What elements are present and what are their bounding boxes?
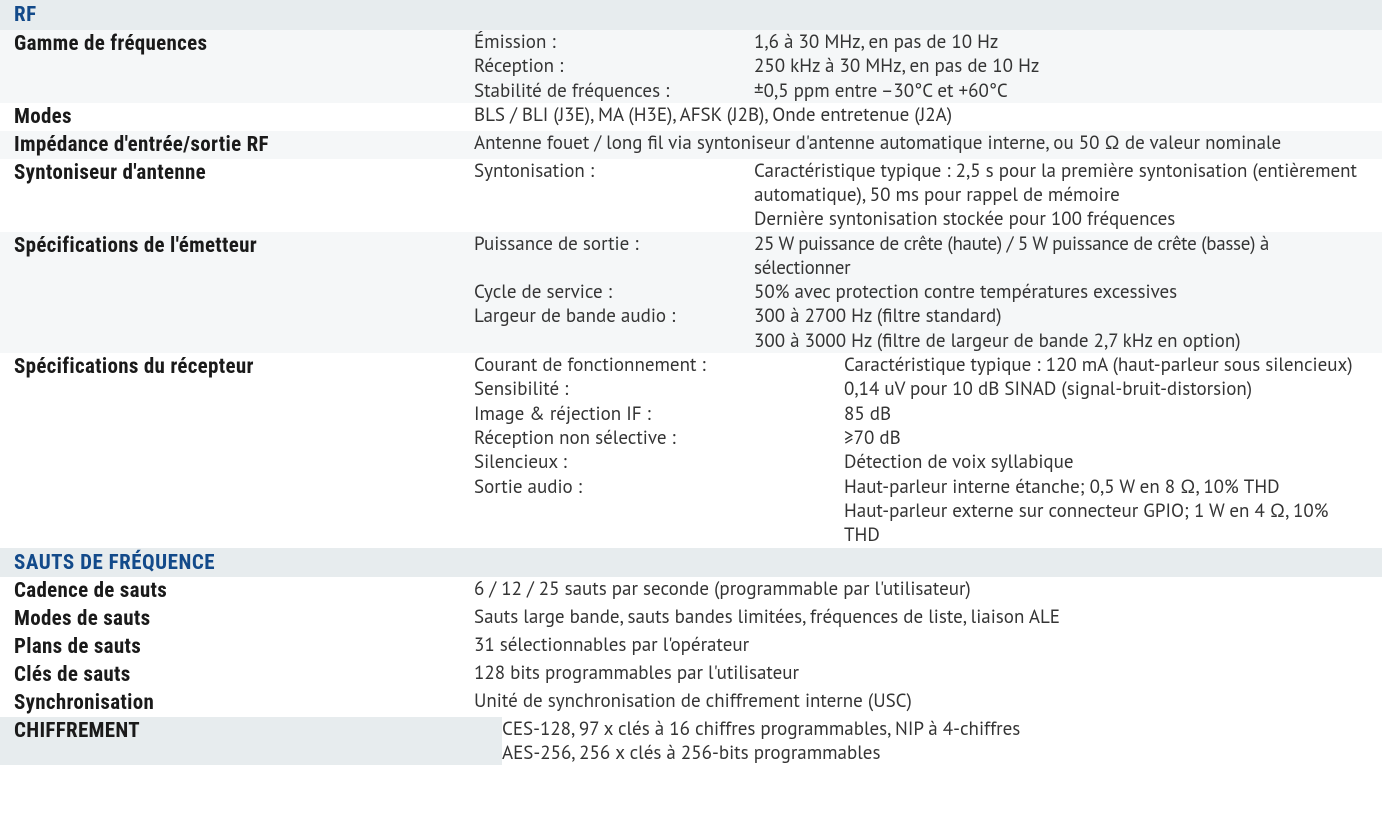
spec-label: Modes (14, 103, 474, 131)
spec-label: Modes de sauts (14, 605, 474, 633)
section-row-chiffrement: CHIFFREMENTCES-128, 97 x clés à 16 chiff… (0, 717, 1382, 766)
spec-value: Courant de fonctionnement :Caractéristiq… (474, 353, 1382, 548)
spec-label: Spécifications de l'émetteur (14, 232, 474, 354)
kv-pair: Sensibilité :0,14 uV pour 10 dB SINAD (s… (474, 377, 1368, 401)
spec-value: BLS / BLI (J3E), MA (H3E), AFSK (J2B), O… (474, 103, 1382, 131)
kv-pair: Courant de fonctionnement :Caractéristiq… (474, 353, 1368, 377)
spec-value: Syntonisation :Caractéristique typique :… (474, 159, 1382, 232)
spec-row: SynchronisationUnité de synchronisation … (0, 689, 1382, 717)
section-inline-value: CES-128, 97 x clés à 16 chiffres program… (502, 717, 1382, 766)
spec-row: Cadence de sauts6 / 12 / 25 sauts par se… (0, 577, 1382, 605)
kv-key: Silencieux : (474, 450, 844, 474)
section-header: CHIFFREMENT (0, 717, 502, 766)
spec-row: Syntoniseur d'antenneSyntonisation :Cara… (0, 159, 1382, 232)
kv-pair: Largeur de bande audio :300 à 2700 Hz (f… (474, 304, 1368, 328)
kv-key: Cycle de service : (474, 280, 754, 304)
kv-key (474, 329, 754, 353)
spec-row: Gamme de fréquencesÉmission :1,6 à 30 MH… (0, 30, 1382, 103)
spec-row: Clés de sauts128 bits programmables par … (0, 661, 1382, 689)
spec-label: Synchronisation (14, 689, 474, 717)
kv-value: Caractéristique typique : 2,5 s pour la … (754, 159, 1368, 208)
spec-value: 31 sélectionnables par l'opérateur (474, 633, 1382, 661)
kv-key: Réception : (474, 54, 754, 78)
kv-value: ≥70 dB (844, 426, 1368, 450)
spec-value: Puissance de sortie :25 W puissance de c… (474, 232, 1382, 354)
kv-value: Dernière syntonisation stockée pour 100 … (754, 207, 1368, 231)
spec-label: Impédance d'entrée/sortie RF (14, 131, 474, 159)
kv-pair: Réception :250 kHz à 30 MHz, en pas de 1… (474, 54, 1368, 78)
spec-label: Spécifications du récepteur (14, 353, 474, 548)
spec-value: Émission :1,6 à 30 MHz, en pas de 10 HzR… (474, 30, 1382, 103)
spec-value: Unité de synchronisation de chiffrement … (474, 689, 1382, 717)
kv-key: Courant de fonctionnement : (474, 353, 844, 377)
kv-key: Puissance de sortie : (474, 232, 754, 281)
kv-pair: Dernière syntonisation stockée pour 100 … (474, 207, 1368, 231)
spec-label: Clés de sauts (14, 661, 474, 689)
kv-key: Réception non sélective : (474, 426, 844, 450)
kv-pair: Puissance de sortie :25 W puissance de c… (474, 232, 1368, 281)
kv-pair: Réception non sélective :≥70 dB (474, 426, 1368, 450)
spec-value: 6 / 12 / 25 sauts par seconde (programma… (474, 577, 1382, 605)
spec-label: Plans de sauts (14, 633, 474, 661)
kv-key (474, 207, 754, 231)
spec-row: Impédance d'entrée/sortie RFAntenne foue… (0, 131, 1382, 159)
spec-row: Plans de sauts31 sélectionnables par l'o… (0, 633, 1382, 661)
kv-pair: Haut-parleur externe sur connecteur GPIO… (474, 499, 1368, 548)
kv-pair: Sortie audio :Haut-parleur interne étanc… (474, 475, 1368, 499)
kv-value: Détection de voix syllabique (844, 450, 1368, 474)
spec-row: ModesBLS / BLI (J3E), MA (H3E), AFSK (J2… (0, 103, 1382, 131)
kv-value: Caractéristique typique : 120 mA (haut-p… (844, 353, 1368, 377)
kv-value: ±0,5 ppm entre –30°C et +60°C (754, 79, 1368, 103)
kv-pair: Cycle de service :50% avec protection co… (474, 280, 1368, 304)
kv-value: Haut-parleur interne étanche; 0,5 W en 8… (844, 475, 1368, 499)
section-header: RF (0, 0, 1382, 30)
kv-value: 25 W puissance de crête (haute) / 5 W pu… (754, 232, 1368, 281)
kv-key: Stabilité de fréquences : (474, 79, 754, 103)
kv-key (474, 499, 844, 548)
kv-pair: 300 à 3000 Hz (filtre de largeur de band… (474, 329, 1368, 353)
section-header: SAUTS DE FRÉQUENCE (0, 548, 1382, 578)
kv-pair: Image & réjection IF :85 dB (474, 402, 1368, 426)
kv-value: 1,6 à 30 MHz, en pas de 10 Hz (754, 30, 1368, 54)
spec-label: Syntoniseur d'antenne (14, 159, 474, 232)
kv-key: Syntonisation : (474, 159, 754, 208)
kv-key: Sensibilité : (474, 377, 844, 401)
spec-value: Sauts large bande, sauts bandes limitées… (474, 605, 1382, 633)
kv-pair: Émission :1,6 à 30 MHz, en pas de 10 Hz (474, 30, 1368, 54)
kv-pair: Stabilité de fréquences :±0,5 ppm entre … (474, 79, 1368, 103)
kv-value: 50% avec protection contre températures … (754, 280, 1368, 304)
kv-value: 300 à 3000 Hz (filtre de largeur de band… (754, 329, 1368, 353)
spec-sheet: RFGamme de fréquencesÉmission :1,6 à 30 … (0, 0, 1382, 765)
kv-value: Haut-parleur externe sur connecteur GPIO… (844, 499, 1368, 548)
spec-label: Cadence de sauts (14, 577, 474, 605)
kv-key: Émission : (474, 30, 754, 54)
kv-value: 0,14 uV pour 10 dB SINAD (signal-bruit-d… (844, 377, 1368, 401)
value-line: CES-128, 97 x clés à 16 chiffres program… (502, 717, 1368, 741)
kv-value: 85 dB (844, 402, 1368, 426)
kv-key: Image & réjection IF : (474, 402, 844, 426)
kv-key: Sortie audio : (474, 475, 844, 499)
kv-value: 250 kHz à 30 MHz, en pas de 10 Hz (754, 54, 1368, 78)
kv-pair: Silencieux :Détection de voix syllabique (474, 450, 1368, 474)
spec-row: Spécifications de l'émetteurPuissance de… (0, 232, 1382, 354)
kv-key: Largeur de bande audio : (474, 304, 754, 328)
value-line: AES-256, 256 x clés à 256-bits programma… (502, 741, 1368, 765)
spec-label: Gamme de fréquences (14, 30, 474, 103)
kv-pair: Syntonisation :Caractéristique typique :… (474, 159, 1368, 208)
kv-value: 300 à 2700 Hz (filtre standard) (754, 304, 1368, 328)
spec-value: 128 bits programmables par l'utilisateur (474, 661, 1382, 689)
spec-row: Modes de sautsSauts large bande, sauts b… (0, 605, 1382, 633)
spec-value: Antenne fouet / long fil via syntoniseur… (474, 131, 1382, 159)
spec-row: Spécifications du récepteurCourant de fo… (0, 353, 1382, 548)
